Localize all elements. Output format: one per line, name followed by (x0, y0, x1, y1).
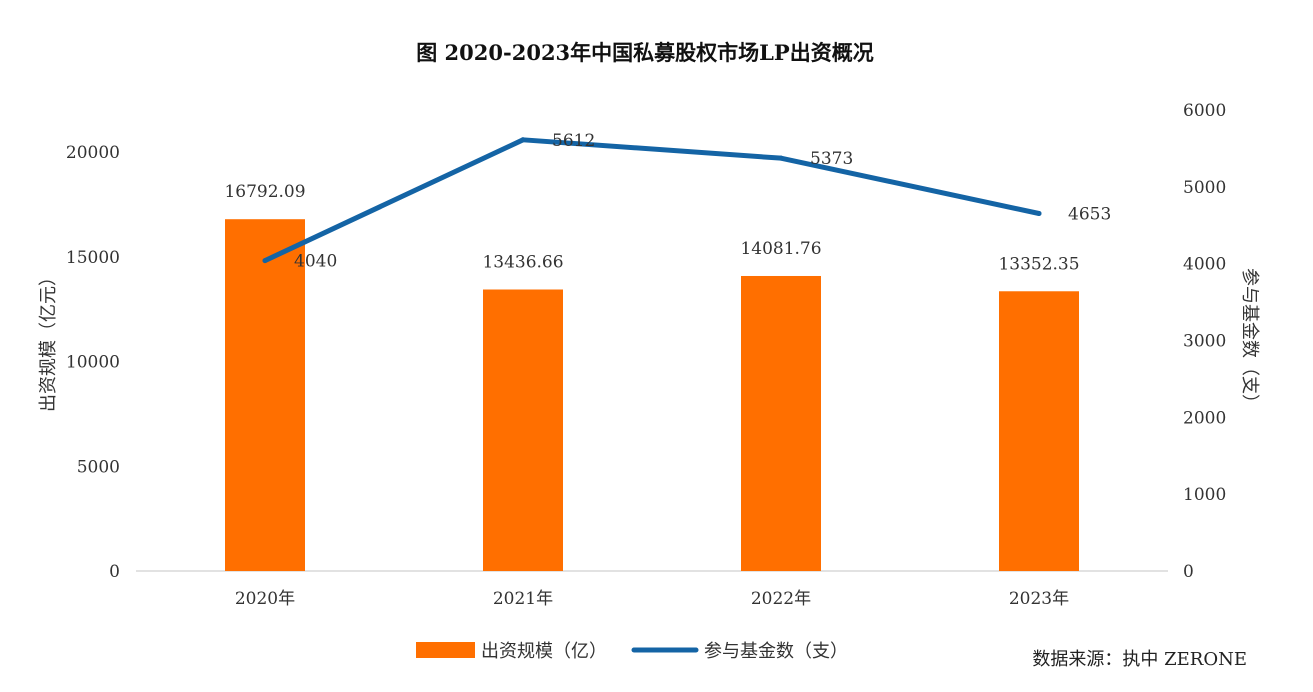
bar-data-labels: 16792.09 13436.66 14081.76 13352.35 (224, 182, 1079, 274)
bar-data-label: 16792.09 (224, 182, 305, 202)
line-point (778, 155, 784, 161)
line-point (262, 258, 268, 264)
x-tick-label: 2021年 (493, 589, 553, 609)
y-left-tick-label: 20000 (66, 143, 120, 163)
bar-data-label: 13352.35 (998, 254, 1079, 274)
line-data-label: 4653 (1068, 204, 1111, 224)
x-tick-label: 2022年 (751, 589, 811, 609)
y-left-tick-label: 15000 (66, 248, 120, 268)
chart-title: 图 2020-2023年中国私募股权市场LP出资概况 (416, 40, 873, 65)
y-axis-left-ticks: 0 5000 10000 15000 20000 (66, 143, 120, 582)
y-right-tick-label: 3000 (1183, 332, 1226, 352)
bar-data-label: 14081.76 (740, 239, 821, 259)
line-data-labels: 4040 5612 5373 4653 (294, 131, 1111, 272)
bar (741, 275, 821, 571)
y-axis-left-label: 出资规模（亿元） (38, 268, 59, 412)
line-point (520, 137, 526, 143)
y-left-tick-label: 5000 (77, 457, 120, 477)
line-point (1036, 210, 1042, 216)
source-note: 数据来源：执中 ZERONE (1032, 649, 1247, 670)
legend-bar-swatch (416, 642, 475, 658)
line-series (262, 137, 1042, 264)
bar-series (225, 219, 1079, 571)
bar (999, 291, 1079, 571)
y-left-tick-label: 10000 (66, 353, 120, 373)
x-tick-label: 2020年 (235, 589, 295, 609)
x-axis-ticks: 2020年 2021年 2022年 2023年 (235, 589, 1069, 609)
legend-bar-label: 出资规模（亿） (481, 641, 607, 662)
y-right-tick-label: 1000 (1183, 485, 1226, 505)
x-tick-label: 2023年 (1009, 589, 1069, 609)
y-right-tick-label: 4000 (1183, 255, 1226, 275)
legend-line-label: 参与基金数（支） (704, 641, 848, 662)
series-line (262, 137, 1042, 264)
y-right-tick-label: 6000 (1183, 101, 1226, 121)
line-data-label: 5612 (552, 131, 595, 151)
bar (225, 219, 305, 571)
bar (483, 289, 563, 571)
y-right-tick-label: 0 (1183, 562, 1194, 582)
y-axis-right-label: 参与基金数（支） (1239, 268, 1260, 412)
y-axis-right-ticks: 0 1000 2000 3000 4000 5000 6000 (1183, 101, 1226, 582)
line-data-label: 5373 (810, 149, 853, 169)
y-left-tick-label: 0 (109, 562, 120, 582)
y-right-tick-label: 2000 (1183, 408, 1226, 428)
line-data-label: 4040 (294, 252, 337, 272)
legend: 出资规模（亿） 参与基金数（支） (416, 641, 848, 662)
bar-data-label: 13436.66 (482, 253, 563, 273)
y-right-tick-label: 5000 (1183, 178, 1226, 198)
